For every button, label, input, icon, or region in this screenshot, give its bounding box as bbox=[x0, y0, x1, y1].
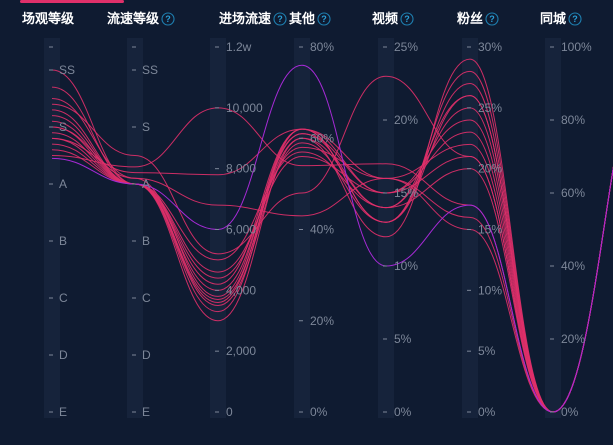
help-glyph: ? bbox=[321, 14, 327, 24]
tick-label-local: 60% bbox=[561, 186, 585, 200]
tick-label-fans: 0% bbox=[478, 405, 496, 419]
help-icon[interactable]: ? bbox=[273, 12, 287, 26]
tick-label-inflow: 8,000 bbox=[226, 162, 256, 176]
axis-band-other bbox=[294, 38, 310, 418]
tick-label-speed: B bbox=[142, 234, 150, 248]
tick-label-local: 100% bbox=[561, 40, 592, 54]
help-circle bbox=[400, 12, 414, 26]
tick-label-speed: SS bbox=[142, 63, 158, 77]
tick-label-speed: S bbox=[142, 120, 150, 134]
axis-band-speed bbox=[127, 38, 143, 418]
tick-label-other: 40% bbox=[310, 223, 334, 237]
tick-label-other: 80% bbox=[310, 40, 334, 54]
tick-label-speed: E bbox=[142, 405, 150, 419]
tick-label-scene: SS bbox=[59, 63, 75, 77]
tick-label-fans: 20% bbox=[478, 162, 502, 176]
tick-label-inflow: 0 bbox=[226, 405, 233, 419]
tick-label-video: 0% bbox=[394, 405, 412, 419]
tick-label-scene: B bbox=[59, 234, 67, 248]
help-icon[interactable]: ? bbox=[568, 12, 582, 26]
tick-label-fans: 15% bbox=[478, 223, 502, 237]
help-circle bbox=[568, 12, 582, 26]
tick-label-local: 0% bbox=[561, 405, 579, 419]
help-glyph: ? bbox=[404, 14, 410, 24]
tick-label-other: 60% bbox=[310, 131, 334, 145]
help-circle bbox=[273, 12, 287, 26]
help-icon[interactable]: ? bbox=[317, 12, 331, 26]
help-circle bbox=[161, 12, 175, 26]
tick-label-fans: 30% bbox=[478, 40, 502, 54]
tick-label-scene: A bbox=[59, 177, 67, 191]
help-circle bbox=[485, 12, 499, 26]
axis-title-speed: 流速等级 bbox=[107, 11, 160, 26]
help-glyph: ? bbox=[572, 14, 578, 24]
help-glyph: ? bbox=[165, 14, 171, 24]
tick-label-inflow: 10,000 bbox=[226, 101, 263, 115]
tick-label-local: 80% bbox=[561, 113, 585, 127]
tick-label-video: 10% bbox=[394, 259, 418, 273]
help-icon[interactable]: ? bbox=[161, 12, 175, 26]
tick-label-video: 15% bbox=[394, 186, 418, 200]
help-icon[interactable]: ? bbox=[400, 12, 414, 26]
tick-label-inflow: 4,000 bbox=[226, 283, 256, 297]
axis-title-local: 同城 bbox=[540, 11, 566, 26]
axis-title-video: 视频 bbox=[372, 11, 398, 26]
tick-label-scene: C bbox=[59, 291, 68, 305]
help-circle bbox=[317, 12, 331, 26]
axis-band-fans bbox=[462, 38, 478, 418]
help-icon[interactable]: ? bbox=[485, 12, 499, 26]
tick-label-scene: E bbox=[59, 405, 67, 419]
axis-title-inflow: 进场流速 bbox=[219, 11, 271, 26]
tick-label-inflow: 1.2w bbox=[226, 40, 252, 54]
tick-label-local: 40% bbox=[561, 259, 585, 273]
tick-label-speed: D bbox=[142, 348, 151, 362]
tick-label-other: 20% bbox=[310, 314, 334, 328]
active-indicator bbox=[20, 0, 124, 3]
tick-label-other: 0% bbox=[310, 405, 328, 419]
tick-label-speed: A bbox=[142, 177, 150, 191]
axis-band-scene bbox=[44, 38, 60, 418]
tick-label-speed: C bbox=[142, 291, 151, 305]
tick-label-video: 25% bbox=[394, 40, 418, 54]
tick-label-scene: S bbox=[59, 120, 67, 134]
tick-label-fans: 5% bbox=[478, 344, 496, 358]
axis-title-fans: 粉丝 bbox=[457, 11, 483, 26]
axis-title-scene: 场观等级 bbox=[22, 11, 75, 26]
help-glyph: ? bbox=[489, 14, 495, 24]
axis-band-inflow bbox=[210, 38, 226, 418]
tick-label-scene: D bbox=[59, 348, 68, 362]
axis-band-local bbox=[545, 38, 561, 418]
tick-label-inflow: 2,000 bbox=[226, 344, 256, 358]
tick-label-local: 20% bbox=[561, 332, 585, 346]
tick-label-fans: 10% bbox=[478, 283, 502, 297]
tick-label-video: 5% bbox=[394, 332, 412, 346]
headers-layer: 场观等级 流速等级? 进场流速? 其他? 视频? 粉丝? 同城? bbox=[20, 0, 582, 26]
axis-band-video bbox=[378, 38, 394, 418]
tick-label-video: 20% bbox=[394, 113, 418, 127]
help-glyph: ? bbox=[277, 14, 283, 24]
tick-label-inflow: 6,000 bbox=[226, 223, 256, 237]
axis-title-other: 其他 bbox=[289, 11, 315, 26]
tick-label-fans: 25% bbox=[478, 101, 502, 115]
axes-layer bbox=[44, 38, 561, 418]
